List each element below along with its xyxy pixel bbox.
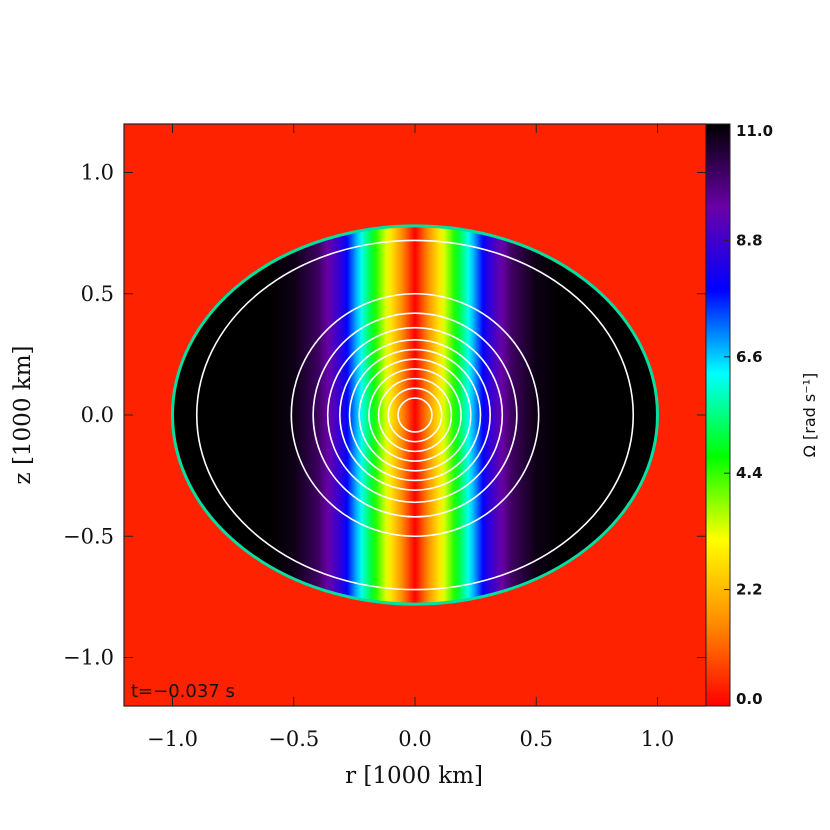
y-tick-label: 1.0 [81, 161, 114, 185]
colorbar-tick-label: 2.2 [736, 581, 763, 599]
x-tick-label: −1.0 [147, 727, 198, 751]
x-tick-label: 0.0 [398, 727, 431, 751]
y-tick-label: −0.5 [63, 524, 114, 548]
contour-line [368, 368, 462, 462]
contour-line [312, 312, 518, 518]
y-axis: −1.0 −0.5 0.0 0.5 1.0 [63, 161, 706, 670]
star-boundary [171, 224, 659, 606]
contour-line [348, 348, 482, 482]
y-tick-label: 0.5 [81, 282, 114, 306]
colorbar-tick-label: 11.0 [736, 122, 773, 140]
x-tick-label: 1.0 [641, 727, 674, 751]
colorbar-tick-label: 8.8 [736, 231, 763, 249]
y-tick-label: −1.0 [63, 646, 114, 670]
omega-field [172, 225, 658, 605]
colorbar-tick-label: 6.6 [736, 348, 763, 366]
contour-line [326, 326, 504, 504]
y-axis-label: z [1000 km] [10, 346, 36, 485]
contour-line [195, 239, 635, 591]
contour-line [377, 377, 453, 453]
y-tick-label: 0.0 [81, 403, 114, 427]
time-annotation: t=−0.037 s [131, 681, 235, 702]
colorbar-label: Ω [rad s⁻¹] [800, 373, 819, 458]
x-axis-label: r [1000 km] [345, 763, 483, 789]
colorbar-ticks: 0.0 2.2 4.4 6.6 8.8 11.0 [724, 122, 773, 708]
contour-line [358, 358, 472, 472]
contour-line [397, 397, 433, 433]
contour-line [387, 387, 443, 443]
colorbar [705, 123, 731, 707]
density-contours [195, 239, 635, 591]
contour-line [290, 292, 540, 538]
contour-line [339, 339, 491, 491]
x-axis: −1.0 −0.5 0.0 0.5 1.0 [147, 124, 674, 751]
colorbar-tick-label: 0.0 [736, 690, 763, 708]
x-tick-label: 0.5 [520, 727, 553, 751]
x-tick-label: −0.5 [268, 727, 319, 751]
colorbar-tick-label: 4.4 [736, 464, 763, 482]
